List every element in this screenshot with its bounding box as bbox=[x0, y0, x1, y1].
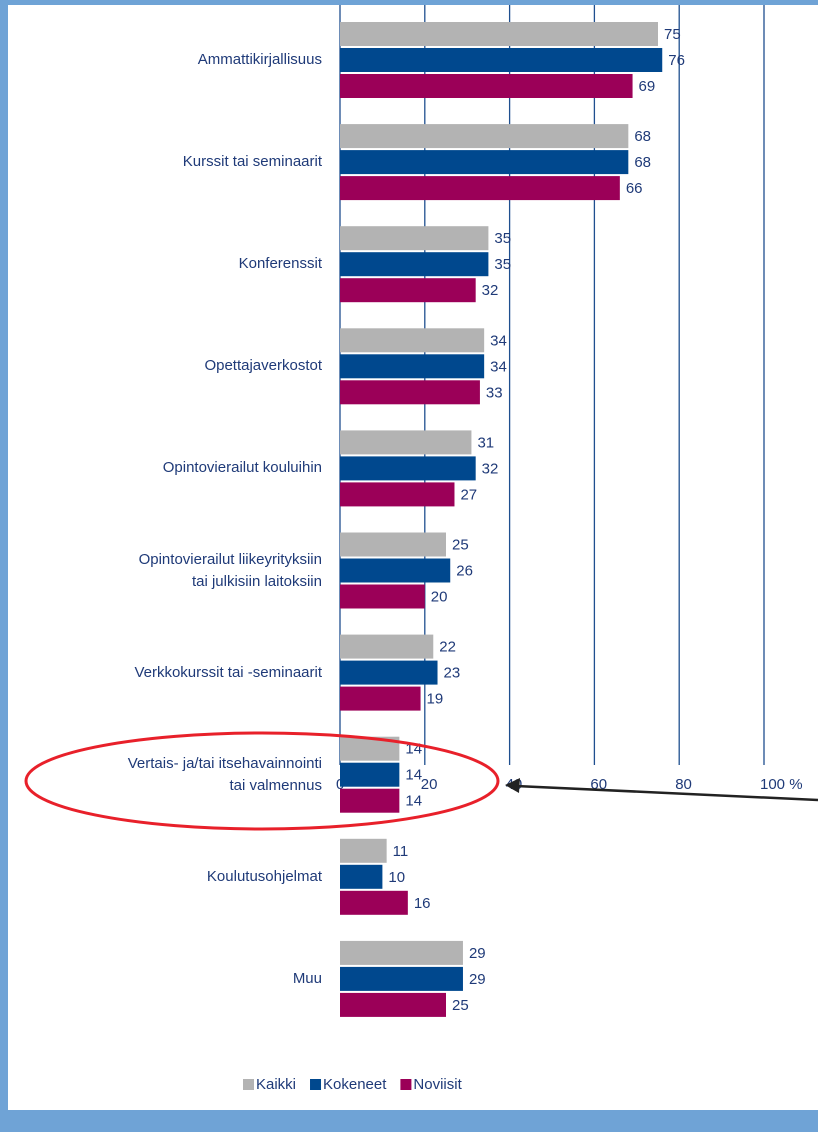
value-label: 34 bbox=[490, 332, 507, 349]
bar bbox=[340, 686, 421, 711]
category-label: Vertais- ja/tai itsehavainnointi tai val… bbox=[127, 754, 322, 794]
value-label: 27 bbox=[460, 486, 477, 503]
value-label: 29 bbox=[469, 945, 486, 962]
value-label: 68 bbox=[634, 154, 651, 171]
value-label: 25 bbox=[452, 997, 469, 1014]
bar bbox=[340, 176, 620, 201]
bar bbox=[340, 992, 446, 1017]
value-label: 33 bbox=[486, 384, 503, 401]
bar bbox=[340, 940, 463, 965]
bar bbox=[340, 966, 463, 991]
value-label: 34 bbox=[490, 358, 507, 375]
value-label: 75 bbox=[664, 26, 681, 43]
bar bbox=[340, 124, 629, 149]
value-label: 16 bbox=[414, 895, 431, 912]
value-label: 32 bbox=[482, 282, 499, 299]
value-label: 14 bbox=[405, 741, 422, 758]
category-label: Opintovierailut kouluihin bbox=[162, 459, 322, 477]
bar bbox=[340, 660, 438, 685]
value-label: 31 bbox=[477, 434, 494, 451]
category-label: Opettajaverkostot bbox=[204, 357, 322, 375]
legend-label: Noviisit bbox=[413, 1076, 462, 1093]
bar bbox=[340, 22, 658, 46]
value-label: 10 bbox=[388, 869, 405, 886]
bar bbox=[340, 380, 480, 405]
legend-label: Kaikki bbox=[256, 1076, 296, 1093]
value-label: 14 bbox=[405, 793, 422, 810]
value-label: 35 bbox=[494, 256, 511, 273]
value-label: 14 bbox=[405, 767, 422, 784]
x-tick-label: 100 % bbox=[760, 776, 803, 793]
x-tick-label: 80 bbox=[675, 776, 692, 793]
value-label: 68 bbox=[634, 128, 651, 145]
value-label: 20 bbox=[431, 588, 448, 605]
category-label: Verkkokurssit tai -seminaarit bbox=[134, 663, 322, 681]
value-label: 23 bbox=[444, 665, 461, 682]
bar bbox=[340, 74, 633, 98]
bar bbox=[340, 430, 472, 455]
legend-label: Kokeneet bbox=[323, 1076, 387, 1093]
x-tick-label: 60 bbox=[590, 776, 607, 793]
bar bbox=[340, 354, 485, 379]
category-label: Kurssit tai seminaarit bbox=[182, 153, 322, 171]
bar bbox=[340, 584, 425, 609]
category-label: Konferenssit bbox=[238, 255, 322, 273]
bar bbox=[340, 558, 451, 583]
bar bbox=[340, 788, 400, 813]
bar bbox=[340, 890, 408, 915]
bar bbox=[340, 532, 446, 557]
category-label: Muu bbox=[292, 969, 322, 987]
legend-swatch bbox=[243, 1079, 254, 1090]
value-label: 22 bbox=[439, 639, 456, 656]
bar bbox=[340, 48, 663, 72]
value-label: 35 bbox=[494, 230, 511, 247]
value-label: 11 bbox=[393, 843, 409, 860]
bar bbox=[340, 456, 476, 481]
bar bbox=[340, 634, 434, 659]
value-label: 25 bbox=[452, 536, 469, 553]
bar bbox=[340, 328, 485, 353]
bar bbox=[340, 736, 400, 761]
value-label: 66 bbox=[626, 180, 643, 197]
category-label: Koulutusohjelmat bbox=[206, 867, 322, 885]
bar bbox=[340, 838, 387, 863]
value-label: 69 bbox=[639, 78, 656, 95]
bar bbox=[340, 864, 383, 889]
x-tick-label: 40 bbox=[506, 776, 523, 793]
bar bbox=[340, 226, 489, 251]
bar bbox=[340, 762, 400, 787]
value-label: 32 bbox=[482, 460, 499, 477]
category-label: Ammattikirjallisuus bbox=[197, 51, 322, 68]
value-label: 19 bbox=[427, 691, 444, 708]
value-label: 76 bbox=[668, 52, 685, 69]
legend-swatch bbox=[310, 1079, 322, 1090]
x-tick-label: 20 bbox=[421, 776, 438, 793]
category-label: Opintovierailut liikeyrityksiin tai julk… bbox=[138, 550, 322, 590]
bar bbox=[340, 278, 476, 303]
bar bbox=[340, 150, 629, 175]
bar bbox=[340, 252, 489, 277]
bar bbox=[340, 482, 455, 507]
legend-swatch bbox=[400, 1079, 412, 1090]
value-label: 29 bbox=[469, 971, 486, 988]
value-label: 26 bbox=[456, 562, 473, 579]
